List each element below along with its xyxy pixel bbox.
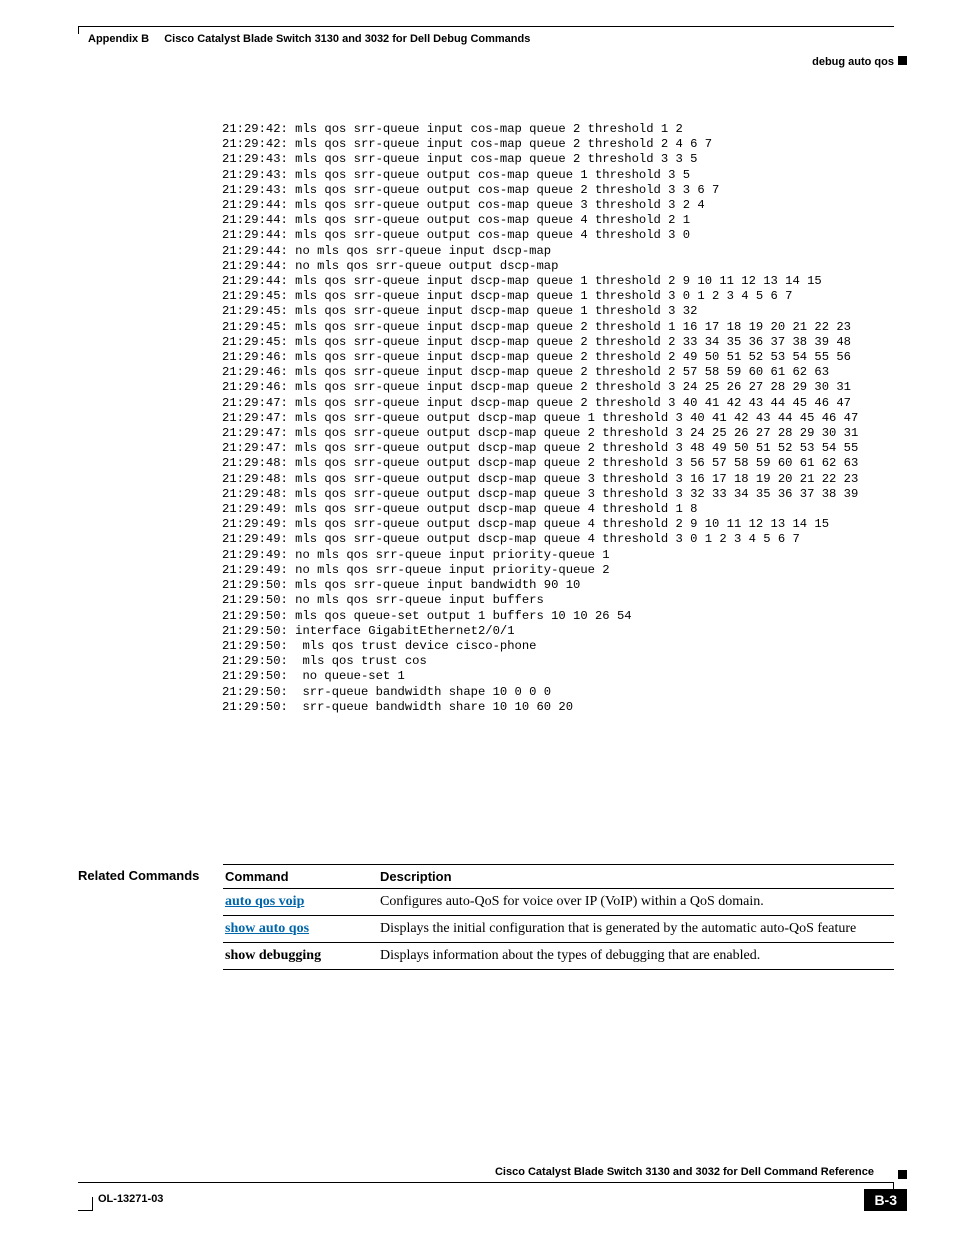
chapter-title: Cisco Catalyst Blade Switch 3130 and 303… (164, 33, 530, 45)
page-number-badge: B-3 (864, 1189, 907, 1211)
table-row: auto qos voip Configures auto-QoS for voi… (223, 889, 894, 916)
command-cell: auto qos voip (223, 889, 378, 916)
description-cell: Configures auto-QoS for voice over IP (V… (378, 889, 894, 916)
command-text: show debugging (225, 948, 321, 963)
related-commands-heading: Related Commands (78, 868, 199, 883)
col-command-header: Command (223, 865, 378, 889)
table-row: show auto qos Displays the initial config… (223, 916, 894, 943)
command-link[interactable]: auto qos voip (225, 894, 304, 909)
command-cell: show debugging (223, 943, 378, 970)
col-description-header: Description (378, 865, 894, 889)
table-header-row: Command Description (223, 865, 894, 889)
table-row: show debugging Displays information about… (223, 943, 894, 970)
footer-square-icon (898, 1170, 907, 1179)
footer-doc-tick-h (78, 1210, 92, 1211)
description-cell: Displays the initial configuration that … (378, 916, 894, 943)
running-header: Appendix B Cisco Catalyst Blade Switch 3… (88, 33, 530, 45)
header-square-icon (898, 56, 907, 65)
chapter-label: Appendix B (88, 33, 149, 45)
footer-book-title: Cisco Catalyst Blade Switch 3130 and 303… (495, 1166, 874, 1178)
footer-doc-tick-v (92, 1197, 93, 1211)
header-tick (78, 26, 79, 34)
related-commands-table: Command Description auto qos voip Configu… (223, 864, 894, 970)
terminal-output: 21:29:42: mls qos srr-queue input cos-ma… (222, 122, 858, 715)
header-rule (78, 26, 894, 27)
description-cell: Displays information about the types of … (378, 943, 894, 970)
section-name: debug auto qos (812, 56, 894, 68)
command-cell: show auto qos (223, 916, 378, 943)
footer-doc-number: OL-13271-03 (98, 1193, 163, 1205)
footer-rule (78, 1182, 894, 1183)
command-link[interactable]: show auto qos (225, 921, 309, 936)
